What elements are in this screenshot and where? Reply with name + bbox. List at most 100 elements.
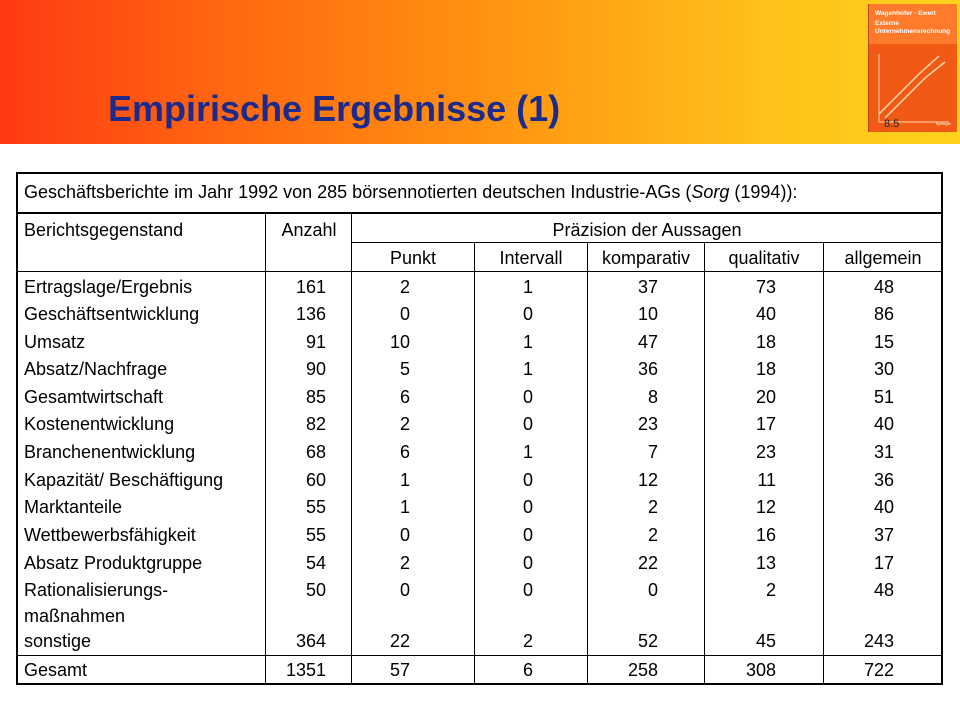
slide-title: Empirische Ergebnisse (1) bbox=[108, 88, 561, 129]
cell-komparativ: 2 bbox=[647, 525, 658, 545]
cell-intervall: 0 bbox=[522, 553, 533, 573]
cell-intervall: 0 bbox=[522, 414, 533, 434]
total-anzahl: 1351 bbox=[285, 660, 326, 680]
cell-punkt: 0 bbox=[399, 580, 410, 600]
cell-qualitativ: 18 bbox=[755, 332, 776, 352]
cell-allgemein: 48 bbox=[873, 277, 894, 297]
cell-punkt: 2 bbox=[399, 277, 410, 297]
cell-qualitativ: 2 bbox=[765, 580, 776, 600]
cell-intervall: 1 bbox=[522, 359, 533, 379]
total-label: Gesamt bbox=[24, 660, 88, 680]
row-label: Wettbewerbsfähigkeit bbox=[24, 525, 196, 545]
cell-punkt: 5 bbox=[399, 359, 410, 379]
header-subject: Berichtsgegenstand bbox=[24, 220, 184, 240]
cell-punkt: 2 bbox=[399, 414, 410, 434]
cell-komparativ: 22 bbox=[637, 553, 658, 573]
header-punkt: Punkt bbox=[389, 248, 437, 268]
cell-anzahl: 161 bbox=[295, 277, 326, 297]
caption-source: Sorg bbox=[691, 182, 730, 202]
row-label: Umsatz bbox=[24, 332, 86, 352]
cell-allgemein: 51 bbox=[873, 387, 894, 407]
book-title-line2: Unternehmensrechnung bbox=[875, 28, 951, 35]
header-qualitativ: qualitativ bbox=[728, 248, 800, 268]
cell-qualitativ: 12 bbox=[755, 497, 776, 517]
book-cover: Wagenhofer · Ewert Externe Unternehmensr… bbox=[868, 4, 957, 132]
cell-komparativ: 12 bbox=[637, 470, 658, 490]
row-label: Absatz Produktgruppe bbox=[24, 553, 203, 573]
cell-punkt: 22 bbox=[389, 631, 410, 651]
cell-komparativ: 37 bbox=[637, 277, 658, 297]
cell-intervall: 2 bbox=[522, 631, 533, 651]
cell-anzahl: 68 bbox=[305, 442, 326, 462]
cell-anzahl: 90 bbox=[305, 359, 326, 379]
cell-anzahl: 60 bbox=[305, 470, 326, 490]
row-label: Gesamtwirtschaft bbox=[24, 387, 164, 407]
cell-anzahl: 54 bbox=[305, 553, 326, 573]
cell-komparativ: 0 bbox=[647, 580, 658, 600]
cell-allgemein: 86 bbox=[873, 304, 894, 324]
cell-punkt: 1 bbox=[399, 497, 410, 517]
cell-qualitativ: 11 bbox=[757, 470, 776, 490]
row-label: Geschäftsentwicklung bbox=[24, 304, 200, 324]
cell-allgemein: 31 bbox=[873, 442, 894, 462]
row-label: Absatz/Nachfrage bbox=[24, 359, 168, 379]
book-author: Wagenhofer · Ewert bbox=[875, 10, 936, 17]
cell-allgemein: 37 bbox=[873, 525, 894, 545]
row-label: Marktanteile bbox=[24, 497, 123, 517]
total-punkt: 57 bbox=[389, 660, 410, 680]
row-label: Kapazität/ Beschäftigung bbox=[24, 470, 224, 490]
cell-anzahl: 85 bbox=[305, 387, 326, 407]
header-allgemein: allgemein bbox=[844, 248, 922, 268]
row-label: Ertragslage/Ergebnis bbox=[24, 277, 193, 297]
cell-punkt: 6 bbox=[399, 442, 410, 462]
cell-komparativ: 52 bbox=[637, 631, 658, 651]
cell-anzahl: 364 bbox=[295, 631, 326, 651]
total-intervall: 6 bbox=[522, 660, 533, 680]
cell-intervall: 0 bbox=[522, 470, 533, 490]
cell-qualitativ: 23 bbox=[755, 442, 776, 462]
cell-qualitativ: 40 bbox=[755, 304, 776, 324]
cell-komparativ: 47 bbox=[637, 332, 658, 352]
cell-qualitativ: 16 bbox=[755, 525, 776, 545]
cell-anzahl: 91 bbox=[305, 332, 326, 352]
book-publisher: Springer bbox=[935, 121, 951, 126]
cell-allgemein: 30 bbox=[873, 359, 894, 379]
cell-qualitativ: 17 bbox=[755, 414, 776, 434]
cell-allgemein: 48 bbox=[873, 580, 894, 600]
cell-intervall: 0 bbox=[522, 387, 533, 407]
cell-punkt: 6 bbox=[399, 387, 410, 407]
cell-komparativ: 7 bbox=[647, 442, 658, 462]
cell-qualitativ: 45 bbox=[755, 631, 776, 651]
cell-anzahl: 136 bbox=[295, 304, 326, 324]
cell-anzahl: 82 bbox=[305, 414, 326, 434]
cell-komparativ: 2 bbox=[647, 497, 658, 517]
cell-anzahl: 55 bbox=[305, 497, 326, 517]
page-number: 8.5 bbox=[884, 118, 900, 130]
header-count: Anzahl bbox=[281, 220, 337, 240]
cell-punkt: 2 bbox=[399, 553, 410, 573]
cell-punkt: 10 bbox=[389, 332, 410, 352]
cell-allgemein: 243 bbox=[863, 631, 894, 651]
cell-komparativ: 36 bbox=[637, 359, 658, 379]
header-precision: Präzision der Aussagen bbox=[552, 220, 742, 240]
book-title-line1: Externe bbox=[875, 20, 899, 27]
cell-punkt: 1 bbox=[399, 470, 410, 490]
cell-intervall: 0 bbox=[522, 525, 533, 545]
slide-header bbox=[0, 0, 960, 144]
cell-intervall: 1 bbox=[522, 277, 533, 297]
cell-qualitativ: 20 bbox=[755, 387, 776, 407]
cell-intervall: 1 bbox=[522, 332, 533, 352]
cell-allgemein: 36 bbox=[873, 470, 894, 490]
header-komparativ: komparativ bbox=[601, 248, 691, 268]
total-allgemein: 722 bbox=[863, 660, 894, 680]
caption-prefix: Geschäftsberichte im Jahr 1992 von 285 b… bbox=[24, 182, 692, 202]
row-label: Branchenentwicklung bbox=[24, 442, 196, 462]
row-label: Kostenentwicklung bbox=[24, 414, 175, 434]
cell-qualitativ: 18 bbox=[755, 359, 776, 379]
cell-allgemein: 15 bbox=[873, 332, 894, 352]
cell-qualitativ: 13 bbox=[755, 553, 776, 573]
row-label: Rationalisierungs- bbox=[24, 580, 169, 600]
cell-intervall: 1 bbox=[522, 442, 533, 462]
cell-intervall: 0 bbox=[522, 304, 533, 324]
total-komparativ: 258 bbox=[627, 660, 658, 680]
